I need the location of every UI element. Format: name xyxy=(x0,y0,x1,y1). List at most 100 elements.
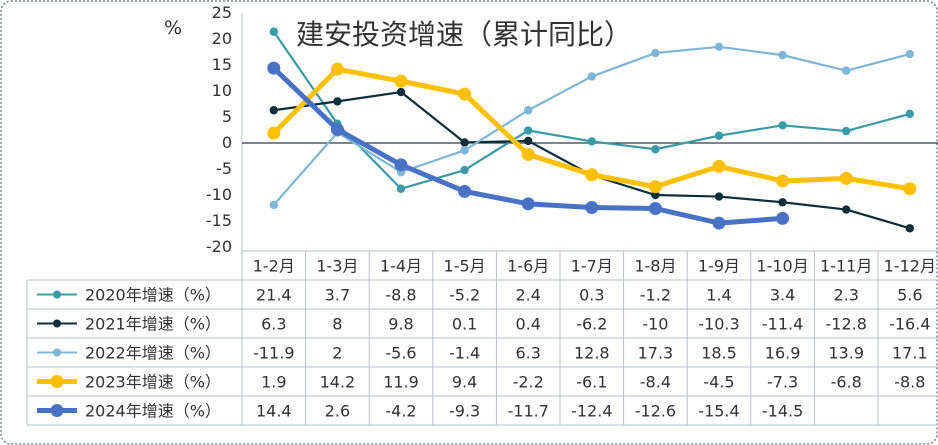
series-group xyxy=(267,61,790,230)
data-point xyxy=(842,205,851,214)
data-table-value: 14.4 xyxy=(256,402,292,421)
data-table-value: 6.3 xyxy=(261,315,286,334)
data-point xyxy=(458,184,472,198)
data-table-value: -12.6 xyxy=(635,402,676,421)
x-category-label: 1-2月 xyxy=(253,257,295,276)
data-table-value: 1.4 xyxy=(706,286,731,305)
data-point xyxy=(842,66,851,75)
data-table-value: 0.3 xyxy=(579,286,604,305)
legend-row: 2020年增速（%） 21.4 3.7 -8.8 -5.2 2.4 0.3 -1.2 1.4 3.… xyxy=(37,286,923,305)
data-point xyxy=(839,171,853,185)
y-axis: 25 20 15 10 5 0 -5 -10 -15 -20 xyxy=(206,3,232,256)
data-table-value: -14.5 xyxy=(762,402,803,421)
legend-marker-key xyxy=(53,348,61,357)
plot-area xyxy=(267,27,917,233)
data-point xyxy=(587,72,596,81)
data-point xyxy=(269,200,278,210)
x-category-label: 1-4月 xyxy=(380,257,422,276)
data-point xyxy=(905,109,914,119)
data-point xyxy=(333,97,342,106)
data-table-value: 18.5 xyxy=(701,344,737,363)
data-table-value: 2.3 xyxy=(833,286,858,305)
legend-marker-key xyxy=(50,375,64,388)
data-table-value: 14.2 xyxy=(320,373,356,392)
data-point xyxy=(651,145,660,154)
data-point xyxy=(460,146,469,155)
x-category-label: 1-10月 xyxy=(756,257,808,276)
data-point xyxy=(396,184,406,193)
data-point xyxy=(394,158,408,172)
data-point xyxy=(269,106,278,115)
data-table-value: 16.9 xyxy=(765,344,801,363)
data-point xyxy=(778,198,787,207)
data-table-value: -4.2 xyxy=(385,402,416,421)
series-name-label: 2024年增速（%） xyxy=(85,402,221,421)
data-table-value: 3.4 xyxy=(770,286,795,305)
legend-row: 2024年增速（%） 14.4 2.6 -4.2 -9.3 -11.7 -12.4 -12.6… xyxy=(37,402,803,421)
y-tick-label: 15 xyxy=(212,55,232,74)
data-point xyxy=(651,190,660,200)
data-table-value: 5.6 xyxy=(897,286,922,305)
series-name-label: 2022年增速（%） xyxy=(85,344,221,363)
data-point xyxy=(905,224,914,233)
data-table-value: 21.4 xyxy=(256,286,292,305)
data-table: 1-2月 1-3月 1-4月 1-5月 1-6月 1-7月 1-8月 1-9月 1-10月 1-1… xyxy=(26,13,938,426)
data-point xyxy=(648,180,662,194)
data-point xyxy=(330,62,344,76)
data-table-value: -8.4 xyxy=(640,373,671,392)
legend-marker-key xyxy=(50,404,64,417)
data-point xyxy=(394,74,408,88)
data-point xyxy=(712,159,726,173)
series-group xyxy=(267,62,917,196)
data-table-value: 0.1 xyxy=(452,315,477,334)
data-table-value: 9.8 xyxy=(388,315,413,334)
data-table-value: 1.9 xyxy=(261,373,286,392)
x-category-label: 1-7月 xyxy=(571,257,613,276)
data-point xyxy=(267,61,281,75)
data-table-value: 17.1 xyxy=(892,344,928,363)
data-point xyxy=(842,126,851,136)
y-tick-label: -15 xyxy=(206,211,232,230)
data-table-value: -2.2 xyxy=(513,373,544,392)
x-category-label: 1-9月 xyxy=(698,257,740,276)
data-table-value: -8.8 xyxy=(894,373,925,392)
data-table-value: 9.4 xyxy=(452,373,477,392)
data-point xyxy=(778,50,787,60)
data-point xyxy=(714,42,724,51)
x-category-label: 1-12月 xyxy=(884,257,936,276)
data-point xyxy=(905,49,914,59)
data-point xyxy=(330,122,344,136)
data-point xyxy=(585,168,599,182)
y-tick-label: -5 xyxy=(216,159,232,178)
data-table-value: -5.2 xyxy=(449,286,480,305)
data-point xyxy=(524,106,533,115)
data-table-value: 2.6 xyxy=(325,402,350,421)
data-point xyxy=(778,121,787,130)
data-point xyxy=(651,48,660,58)
data-table-value: -4.5 xyxy=(703,373,734,392)
data-point xyxy=(521,197,535,211)
data-point xyxy=(521,147,535,161)
data-point xyxy=(714,131,724,140)
y-tick-label: 25 xyxy=(212,3,232,22)
data-table-value: 17.3 xyxy=(638,344,674,363)
data-table-value: 6.3 xyxy=(515,344,540,363)
data-point xyxy=(585,200,599,214)
data-table-value: -16.4 xyxy=(889,315,930,334)
data-point xyxy=(460,165,469,175)
legend-row: 2021年增速（%） 6.3 8 9.8 0.1 0.4 -6.2 -10 -10.3 -11.4… xyxy=(37,315,931,334)
legend-marker-key xyxy=(53,290,61,299)
data-table-value: -10 xyxy=(642,315,668,334)
data-table-value: -5.6 xyxy=(385,344,416,363)
y-axis-unit-label: % xyxy=(164,17,182,39)
data-point xyxy=(648,202,662,216)
data-table-value: -12.8 xyxy=(825,315,866,334)
data-table-value: 11.9 xyxy=(383,373,419,392)
data-table-value: 2.4 xyxy=(515,286,540,305)
x-category-label: 1-5月 xyxy=(444,257,486,276)
data-table-value: -6.2 xyxy=(576,315,607,334)
y-tick-label: -10 xyxy=(206,185,232,204)
data-table-value: 0.4 xyxy=(515,315,540,334)
